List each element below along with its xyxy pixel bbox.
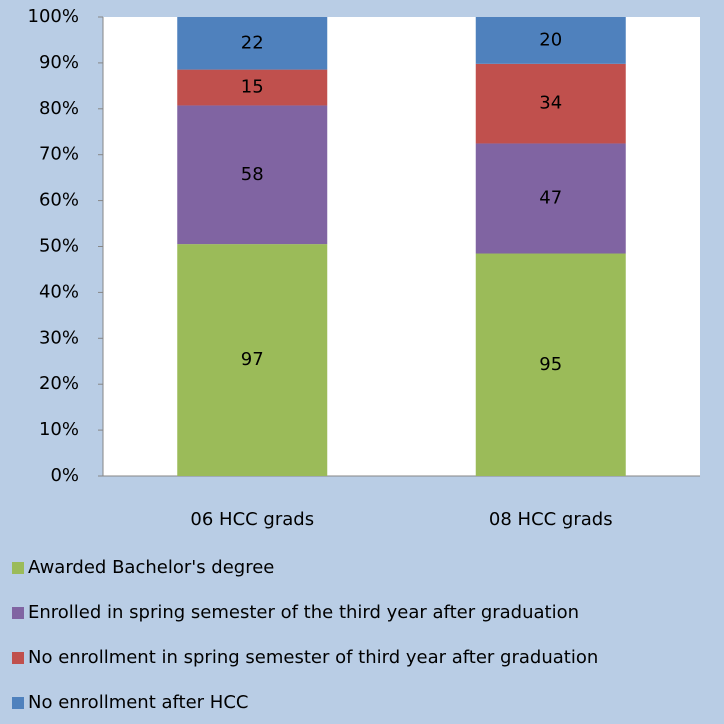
data-label: 95 bbox=[539, 354, 562, 375]
legend-label: Awarded Bachelor's degree bbox=[28, 557, 274, 578]
y-tick-label: 10% bbox=[39, 419, 79, 440]
y-tick-label: 0% bbox=[50, 465, 79, 486]
bar-segment bbox=[475, 63, 626, 144]
data-label: 34 bbox=[539, 93, 562, 114]
y-tick-label: 20% bbox=[39, 373, 79, 394]
y-tick-label: 100% bbox=[28, 6, 79, 27]
data-label: 58 bbox=[241, 164, 264, 185]
bar-segment bbox=[177, 105, 328, 245]
y-tick-label: 90% bbox=[39, 52, 79, 73]
data-label: 22 bbox=[241, 32, 264, 53]
y-tick-label: 80% bbox=[39, 98, 79, 119]
legend-label: Enrolled in spring semester of the third… bbox=[28, 602, 579, 623]
data-label: 15 bbox=[241, 77, 264, 98]
data-label: 20 bbox=[539, 29, 562, 50]
x-tick-label: 08 HCC grads bbox=[489, 509, 613, 530]
bar-segment bbox=[475, 253, 626, 476]
legend-label: No enrollment in spring semester of thir… bbox=[28, 647, 598, 668]
y-tick-label: 30% bbox=[39, 327, 79, 348]
y-tick-label: 60% bbox=[39, 190, 79, 211]
bar-segment bbox=[177, 244, 328, 476]
legend-swatch bbox=[12, 697, 24, 709]
data-label: 97 bbox=[241, 349, 264, 370]
y-tick-label: 70% bbox=[39, 144, 79, 165]
y-tick-label: 40% bbox=[39, 281, 79, 302]
legend-swatch bbox=[12, 607, 24, 619]
bar-segment bbox=[475, 143, 626, 254]
bar-segment bbox=[475, 17, 626, 64]
y-tick-label: 50% bbox=[39, 236, 79, 257]
legend-swatch bbox=[12, 652, 24, 664]
x-tick-label: 06 HCC grads bbox=[190, 509, 314, 530]
legend-swatch bbox=[12, 562, 24, 574]
legend-label: No enrollment after HCC bbox=[28, 692, 248, 713]
bar-segment bbox=[177, 69, 328, 106]
data-label: 47 bbox=[539, 187, 562, 208]
bar-segment bbox=[177, 17, 328, 70]
